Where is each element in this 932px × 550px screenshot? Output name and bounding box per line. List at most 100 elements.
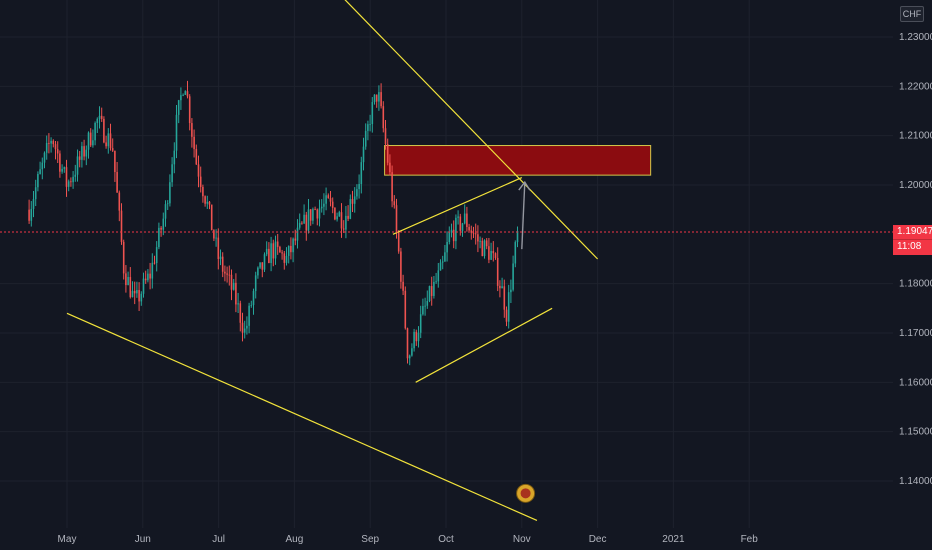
candle-body [345, 215, 347, 230]
candle-body [173, 150, 176, 165]
candle-body [202, 186, 204, 197]
bar-countdown: 11:08 [893, 239, 932, 254]
candle-body [448, 232, 451, 243]
candle-body [413, 331, 415, 349]
candle-body [259, 262, 261, 268]
candle-body [417, 332, 420, 342]
candle-body [243, 328, 246, 333]
candle-body [140, 293, 143, 302]
candle-body [147, 273, 149, 281]
candle-body [162, 218, 165, 230]
candle-body [455, 217, 457, 242]
candle-body [109, 133, 112, 149]
candle-body [349, 199, 352, 219]
candle-body [133, 290, 136, 294]
candle-body [320, 206, 323, 209]
candle-body [371, 102, 374, 124]
trend-line-3 [392, 177, 523, 235]
candle-body [327, 195, 330, 199]
candle-body [197, 164, 200, 177]
candle-body [120, 210, 123, 242]
candle-body [424, 305, 426, 307]
candle-body [503, 286, 506, 310]
y-tick-label: 1.15000 [899, 427, 932, 438]
candle-body [219, 256, 222, 259]
candle-body [395, 205, 398, 232]
candle-body [155, 247, 158, 264]
candle-body [92, 140, 94, 146]
candle-body [206, 201, 209, 204]
candle-body [188, 96, 191, 124]
currency-label[interactable]: CHF [900, 6, 924, 22]
candle-body [283, 253, 286, 263]
candle-body [76, 156, 79, 175]
candle-body [375, 94, 378, 102]
candle-body [281, 252, 283, 254]
candle-body [215, 237, 217, 239]
candle-body [217, 237, 220, 259]
candle-body [182, 94, 184, 96]
candle-body [213, 230, 215, 239]
candle-body [490, 250, 492, 260]
candle-body [83, 146, 85, 157]
candle-body [52, 140, 55, 145]
candle-body [510, 289, 512, 293]
candle-body [358, 184, 360, 190]
candle-body [305, 214, 308, 231]
candle-body [171, 164, 173, 183]
candle-body [153, 262, 156, 264]
x-tick-label: Jun [135, 534, 151, 545]
candle-body [446, 242, 448, 253]
candle-body [221, 256, 224, 272]
candle-body [514, 242, 517, 264]
candle-body [96, 118, 99, 123]
candle-body [272, 243, 275, 259]
candle-body [444, 252, 446, 262]
candle-body [136, 290, 138, 294]
candle-body [100, 115, 103, 119]
candle-body [142, 278, 145, 294]
candle-body [285, 255, 288, 263]
candle-body [404, 290, 407, 329]
candle-body [441, 261, 444, 263]
candle-body [193, 136, 195, 150]
candle-body [435, 281, 437, 283]
candle-body [439, 262, 442, 271]
candle-body [261, 262, 264, 270]
candle-body [89, 132, 92, 146]
candle-body [470, 230, 473, 233]
candle-body [316, 209, 319, 219]
candle-body [45, 142, 48, 153]
candle-body [118, 192, 121, 211]
candle-body [263, 254, 266, 270]
candle-body [459, 216, 462, 231]
candle-body [144, 278, 147, 281]
candle-body [208, 201, 211, 205]
candle-body [239, 303, 242, 323]
candle-body [397, 231, 400, 252]
candle-body [411, 348, 413, 356]
candle-body [125, 273, 127, 286]
candle-body [241, 322, 244, 333]
candle-body [323, 203, 325, 207]
candle-body [98, 115, 101, 119]
candle-body [50, 140, 52, 144]
candle-body [43, 152, 46, 163]
candle-body [494, 253, 497, 258]
trend-line-2 [66, 312, 538, 522]
candle-body [72, 176, 74, 183]
candle-body [28, 209, 30, 221]
candle-body [184, 91, 187, 95]
candle-body [309, 209, 312, 221]
projection-arrow [521, 182, 526, 250]
candle-body [81, 146, 83, 160]
candle-body [39, 169, 41, 174]
candle-body [114, 150, 116, 173]
x-tick-label: 2021 [662, 534, 685, 545]
candle-body [131, 290, 134, 298]
candle-body [74, 174, 77, 177]
candle-body [180, 95, 182, 101]
candle-body [512, 263, 514, 290]
